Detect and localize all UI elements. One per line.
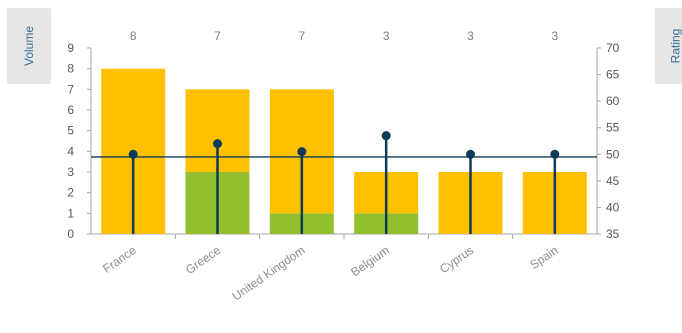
right-tick-label: 60 <box>606 94 620 108</box>
left-tick-label: 6 <box>67 103 74 117</box>
rating-point <box>381 131 391 141</box>
category-label: Cyprus <box>437 243 476 276</box>
category-label: Spain <box>527 243 560 272</box>
bar-total-label: 7 <box>298 29 305 43</box>
right-tick-label: 65 <box>606 68 620 82</box>
left-tick-label: 9 <box>67 41 74 55</box>
left-tick-label: 2 <box>67 186 74 200</box>
rating-point <box>297 147 307 157</box>
left-tick-label: 8 <box>67 62 74 76</box>
rating-point <box>213 139 222 149</box>
volume-axis-button[interactable]: Volume <box>7 8 51 84</box>
bar-total-label: 3 <box>383 29 390 43</box>
bar-total-label: 3 <box>467 29 474 43</box>
category-label: Belgium <box>348 243 392 279</box>
bar-total-label: 7 <box>214 29 221 43</box>
right-tick-label: 40 <box>606 200 620 214</box>
left-tick-label: 1 <box>67 206 74 220</box>
category-label: France <box>100 243 139 276</box>
right-tick-label: 45 <box>606 174 620 188</box>
right-tick-label: 50 <box>606 147 620 161</box>
left-tick-label: 3 <box>67 165 74 179</box>
category-label: Greece <box>183 243 224 277</box>
left-tick-label: 5 <box>67 124 74 138</box>
left-tick-label: 0 <box>67 227 74 241</box>
bar-total-label: 3 <box>551 29 558 43</box>
rating-point <box>128 149 138 159</box>
rating-point <box>466 149 475 159</box>
rating-point <box>550 149 560 159</box>
right-tick-label: 35 <box>606 227 620 241</box>
bar-total-label: 8 <box>130 29 137 43</box>
left-tick-label: 7 <box>67 82 74 96</box>
category-label: United Kingdom <box>230 243 308 303</box>
right-tick-label: 70 <box>606 41 620 55</box>
right-tick-label: 55 <box>606 121 620 135</box>
left-tick-label: 4 <box>67 144 74 158</box>
rating-axis-button[interactable]: Rating <box>655 8 682 84</box>
